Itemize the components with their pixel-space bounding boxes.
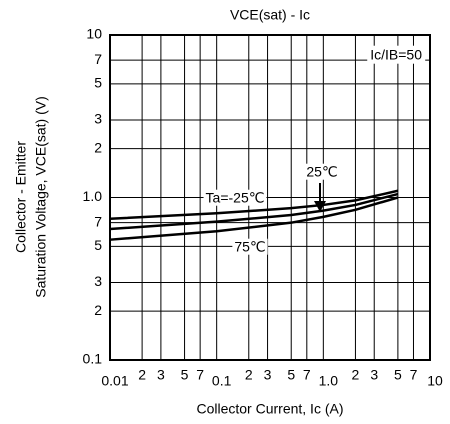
y-tick-label: 2 (94, 302, 102, 318)
y-axis-label: Saturation Voltage, VCE(sat) (V) (33, 96, 49, 298)
series-label-bg (203, 189, 267, 206)
y-tick-label: 7 (94, 213, 102, 229)
y-tick-label: 5 (94, 237, 102, 253)
y-tick-label: 0.1 (83, 351, 103, 367)
y-tick-label: 3 (94, 111, 102, 127)
x-tick-label: 0.1 (212, 373, 232, 389)
x-tick-label: 2 (352, 367, 360, 383)
series-label: 75℃ (234, 239, 265, 255)
x-tick-label: 1.0 (319, 373, 339, 389)
x-tick-label: 7 (303, 367, 311, 383)
x-tick-label: 5 (181, 367, 189, 383)
y-tick-label: 7 (94, 51, 102, 67)
x-tick-label: 2 (138, 367, 146, 383)
x-tick-label: 3 (264, 367, 272, 383)
annotation-bg (367, 45, 426, 64)
series-label: Ta=-25℃ (206, 190, 265, 206)
x-tick-label: 7 (196, 367, 204, 383)
plot-frame (109, 34, 431, 361)
chart-title: VCE(sat) - Ic (230, 7, 310, 23)
series-label-bg (232, 238, 268, 255)
x-tick-label: 5 (394, 367, 402, 383)
x-tick-label: 2 (245, 367, 253, 383)
annotation: Ic/IB=50 (370, 47, 422, 63)
y-tick-label: 3 (94, 273, 102, 289)
y-tick-label: 2 (94, 139, 102, 155)
x-tick-label: 5 (287, 367, 295, 383)
x-axis-label: Collector Current, Ic (A) (196, 401, 343, 417)
series-label: 25℃ (306, 164, 337, 180)
y-tick-label: 10 (86, 26, 102, 42)
x-tick-label: 7 (410, 367, 418, 383)
x-tick-label: 10 (427, 373, 443, 389)
series-line (109, 192, 399, 231)
x-tick-label: 0.01 (101, 373, 128, 389)
x-tick-label: 3 (370, 367, 378, 383)
arrow-head (314, 201, 326, 212)
y-axis-label: Collector - Emitter (13, 141, 29, 253)
series-line (109, 196, 399, 241)
series-label-bg (304, 163, 340, 180)
y-tick-label: 1.0 (83, 188, 103, 204)
series-line (109, 189, 399, 220)
y-tick-label: 5 (94, 75, 102, 91)
x-tick-label: 3 (157, 367, 165, 383)
